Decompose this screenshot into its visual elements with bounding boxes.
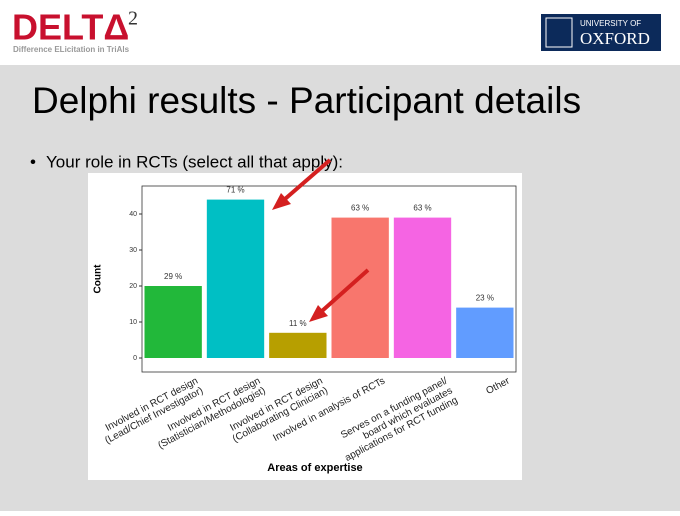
bar-percent-label: 63 %: [413, 204, 431, 213]
y-tick-label: 40: [129, 211, 137, 218]
arrow: [320, 268, 370, 313]
bar-percent-label: 11 %: [289, 319, 307, 328]
y-tick-label: 10: [129, 319, 137, 326]
y-tick-label: 20: [129, 283, 137, 290]
arrow-head: [309, 305, 328, 322]
logo-tagline: Difference ELicitation in TriAls: [13, 45, 130, 54]
bar: [206, 199, 265, 358]
logo-sup: 2: [128, 8, 138, 30]
arrows: [272, 158, 370, 322]
bar-percent-label: 23 %: [476, 294, 494, 303]
y-axis-label: Count: [93, 264, 104, 294]
arrow: [283, 158, 332, 201]
bar-percent-label: 63 %: [351, 204, 369, 213]
arrow-head: [272, 193, 291, 210]
x-axis-label: Areas of expertise: [267, 462, 362, 474]
bar: [456, 307, 514, 358]
oxford-name: OXFORD: [580, 29, 650, 48]
oxford-logo: [541, 14, 661, 51]
bar: [269, 332, 327, 358]
logo: DELTΔ: [12, 7, 129, 48]
bullet-dot: •: [30, 152, 36, 171]
y-tick-label: 0: [133, 355, 137, 362]
bar: [331, 217, 389, 358]
bar-percent-label: 29 %: [164, 272, 182, 281]
plot-frame: [141, 185, 517, 373]
oxford-crest: [545, 17, 573, 48]
bar: [144, 286, 202, 358]
bar: [393, 217, 452, 358]
y-tick-label: 30: [129, 247, 137, 254]
bullet-text: Your role in RCTs (select all that apply…: [46, 152, 343, 171]
bar-percent-label: 71 %: [226, 186, 244, 195]
oxford-top: UNIVERSITY OF: [580, 19, 641, 28]
slide-title: Delphi results - Participant details: [32, 80, 581, 121]
